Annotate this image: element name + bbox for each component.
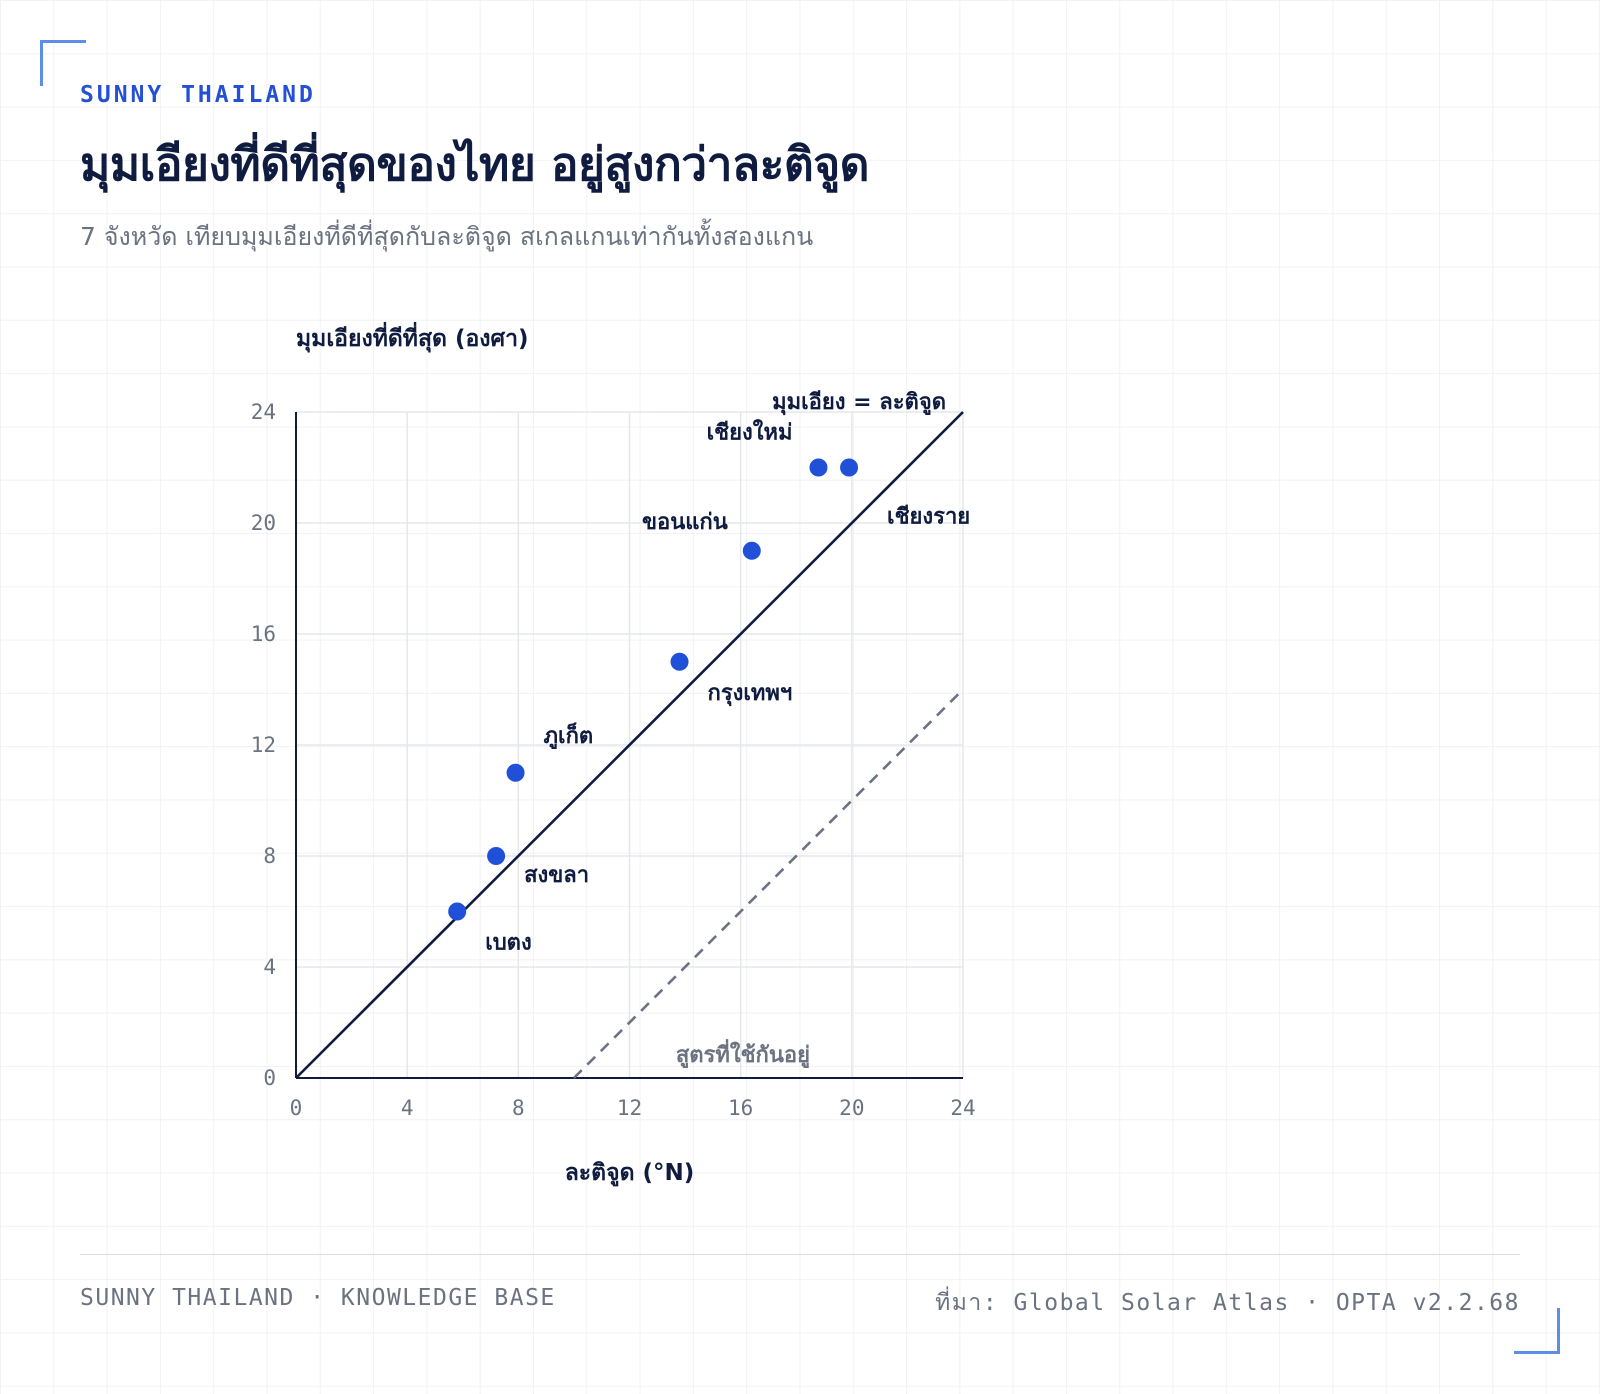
reference-line-common-formula-label: สูตรที่ใช้กันอยู่ <box>676 1038 810 1069</box>
y-tick-label: 4 <box>263 955 276 979</box>
data-point <box>487 847 506 865</box>
data-point-label: เบตง <box>485 931 532 956</box>
reference-line-common-formula <box>572 688 964 1079</box>
y-axis-title: มุมเอียงที่ดีที่สุด (องศา) <box>296 321 529 353</box>
y-tick-label: 24 <box>251 400 276 424</box>
corner-bracket-top-left <box>40 40 86 86</box>
x-tick-label: 4 <box>401 1096 414 1120</box>
y-tick-label: 0 <box>263 1066 276 1090</box>
data-point <box>742 541 761 560</box>
x-tick-label: 12 <box>617 1096 642 1120</box>
data-point-label: ภูเก็ต <box>544 721 594 750</box>
data-point-label: เชียงใหม่ <box>707 419 793 446</box>
y-tick-label: 8 <box>263 844 276 868</box>
data-point <box>670 652 689 671</box>
x-tick-label: 16 <box>728 1096 753 1120</box>
footer-source: ที่มา: Global Solar Atlas · OPTA v2.2.68 <box>935 1290 1520 1316</box>
data-point <box>809 458 828 477</box>
data-point <box>448 902 467 921</box>
x-tick-label: 24 <box>950 1096 975 1120</box>
data-point-label: ขอนแก่น <box>642 510 728 535</box>
x-tick-label: 20 <box>839 1096 864 1120</box>
x-axis-title: ละติจูด (°N) <box>565 1160 695 1187</box>
data-point-label: กรุงเทพฯ <box>708 681 793 707</box>
reference-line-equal-label: มุมเอียง = ละติจูด <box>772 390 946 416</box>
data-point-label: สงขลา <box>524 863 589 888</box>
footer-divider <box>80 1254 1520 1255</box>
page-title: มุมเอียงที่ดีที่สุดของไทย อยู่สูงกว่าละต… <box>80 137 870 191</box>
y-tick-label: 16 <box>251 622 276 646</box>
reference-line-equal <box>295 411 964 1079</box>
data-point <box>506 763 525 782</box>
data-point <box>840 458 859 477</box>
scatter-chart: 0 4 8 12 16 20 24 0 4 8 12 16 20 24 มุมเอียงที่ดีที่สุ… <box>251 321 976 1187</box>
brand-eyebrow: SUNNY THAILAND <box>80 82 316 108</box>
y-tick-label: 12 <box>251 733 276 757</box>
footer-brand: SUNNY THAILAND · KNOWLEDGE BASE <box>80 1285 556 1311</box>
x-tick-label: 8 <box>512 1096 525 1120</box>
corner-bracket-bottom-right <box>1514 1308 1560 1354</box>
x-tick-label: 0 <box>290 1096 303 1120</box>
page-subtitle: 7 จังหวัด เทียบมุมเอียงที่ดีที่สุดกับละต… <box>80 222 814 251</box>
y-tick-label: 20 <box>251 511 276 535</box>
data-point-label: เชียงราย <box>887 505 970 530</box>
